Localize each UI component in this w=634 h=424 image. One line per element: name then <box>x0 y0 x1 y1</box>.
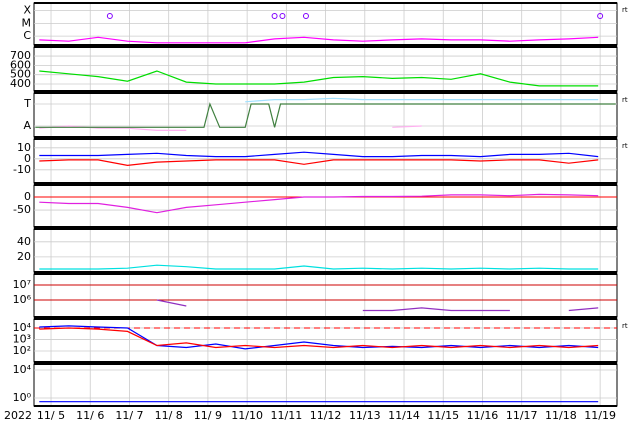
x-tick-label: 11/ 8 <box>155 409 183 422</box>
y-tick-label: 20 <box>17 250 31 263</box>
data-line <box>39 327 599 349</box>
flare-marker <box>302 13 309 19</box>
y-tick-label: 600 <box>10 58 31 71</box>
x-tick-label: 11/12 <box>310 409 342 422</box>
y-tick-label: 0 <box>24 152 31 165</box>
x-tick-label: 11/11 <box>271 409 303 422</box>
y-tick-label: T <box>23 97 31 110</box>
x-tick-label: 11/14 <box>388 409 420 422</box>
data-line <box>39 325 599 350</box>
x-tick-label: 11/ 6 <box>76 409 104 422</box>
right-label: rt <box>622 322 628 330</box>
y-tick-label: 40 <box>17 235 31 248</box>
x-tick-label: 11/18 <box>545 409 577 422</box>
y-tick-label: M <box>22 16 32 29</box>
y-tick-label: 10² <box>13 344 31 357</box>
x-tick-label: 11/13 <box>349 409 381 422</box>
x-tick-label: 11/ 9 <box>194 409 222 422</box>
x-tick-label: 11/19 <box>584 409 616 422</box>
y-tick-label: C <box>23 29 31 42</box>
x-tick-label: 11/17 <box>506 409 538 422</box>
data-line <box>39 151 599 158</box>
y-tick-label: X <box>23 4 31 17</box>
x-tick-label: 11/15 <box>427 409 459 422</box>
flare-marker <box>106 13 113 19</box>
x-tick-label: 11/16 <box>467 409 499 422</box>
data-line <box>39 70 599 87</box>
flare-marker <box>271 13 278 19</box>
flare-marker <box>597 13 604 19</box>
x-tick-label: 11/ 5 <box>37 409 65 422</box>
y-tick-label: 10⁶ <box>13 293 32 306</box>
y-tick-label: 400 <box>10 77 31 90</box>
x-tick-label: 11/10 <box>231 409 263 422</box>
data-line <box>245 97 599 103</box>
y-tick-label: -10 <box>13 163 31 176</box>
flare-marker <box>279 13 286 19</box>
data-line <box>35 102 616 128</box>
data-line <box>39 193 599 214</box>
data-line <box>39 36 599 44</box>
y-tick-label: 10 <box>17 141 31 154</box>
y-tick-label: 10⁰ <box>13 391 32 404</box>
y-tick-label: 10⁴ <box>13 363 32 376</box>
data-line <box>39 264 599 270</box>
right-label: rt <box>622 96 628 104</box>
y-tick-label: 700 <box>10 49 31 62</box>
year-label: 2022 <box>4 409 32 422</box>
data-line <box>156 299 599 312</box>
y-tick-label: A <box>23 119 31 132</box>
x-tick-label: 11/ 7 <box>115 409 143 422</box>
y-tick-label: 500 <box>10 68 31 81</box>
right-label: rt <box>622 142 628 150</box>
y-tick-label: 10⁴ <box>13 321 32 334</box>
y-tick-label: 10⁷ <box>13 278 31 291</box>
data-line <box>39 159 599 167</box>
y-tick-label: -50 <box>13 203 31 216</box>
right-label: rt <box>622 6 628 14</box>
y-tick-label: 0 <box>24 190 31 203</box>
y-tick-label: 10³ <box>13 332 31 345</box>
